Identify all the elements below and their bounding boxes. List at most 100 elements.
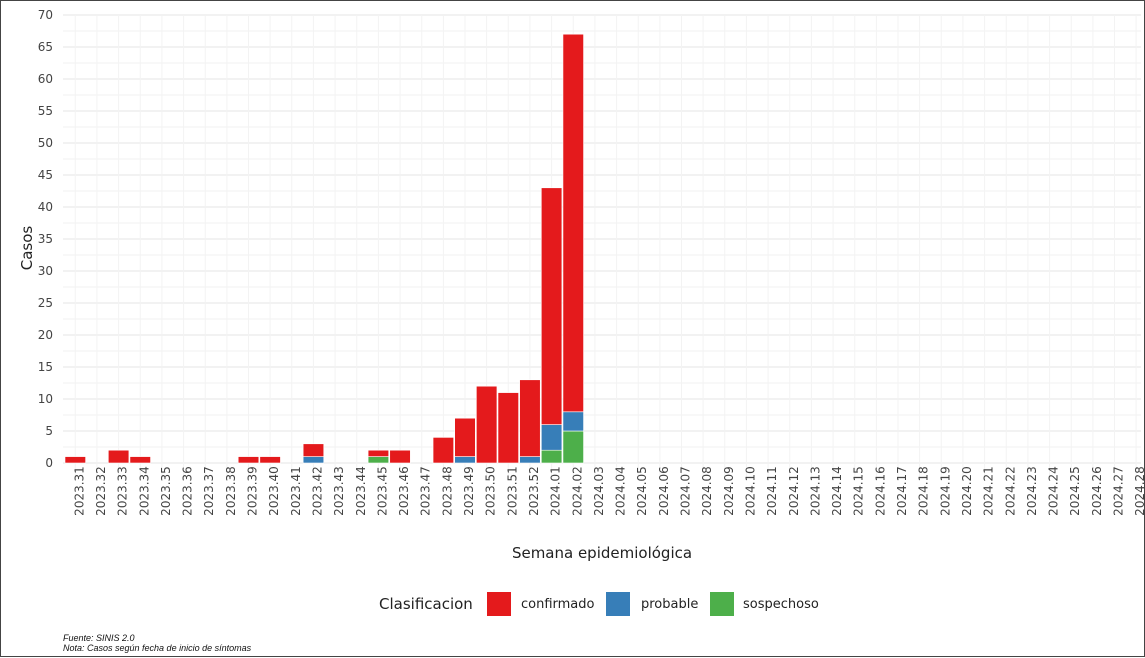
x-tick-label: 2024.13 — [808, 466, 822, 516]
x-tick-label: 2023.31 — [72, 466, 86, 516]
x-tick-label: 2024.10 — [743, 466, 757, 516]
x-tick-label: 2024.22 — [1003, 466, 1017, 516]
source-footnote: Fuente: SINIS 2.0 — [63, 633, 135, 643]
bar-confirmado — [129, 456, 151, 464]
y-tick-label: 10 — [38, 392, 53, 406]
legend-label-sospechoso: sospechoso — [743, 597, 819, 612]
x-tick-label: 2023.47 — [419, 466, 433, 516]
legend-swatch-sospechoso — [710, 592, 734, 616]
bar-sospechoso — [367, 456, 390, 464]
bar-probable — [454, 456, 476, 464]
bar-confirmado — [64, 456, 86, 464]
x-tick-label: 2024.14 — [830, 466, 844, 516]
bar-confirmado — [562, 33, 584, 413]
y-tick-label: 65 — [38, 40, 53, 54]
bars — [64, 33, 584, 464]
x-tick-label: 2023.39 — [246, 466, 260, 516]
x-tick-label: 2023.32 — [94, 466, 108, 516]
x-tick-label: 2024.25 — [1068, 466, 1082, 516]
x-tick-label: 2023.36 — [181, 466, 195, 516]
y-tick-label: 55 — [38, 104, 53, 118]
x-tick-label: 2023.46 — [397, 466, 411, 516]
x-tick-label: 2024.17 — [895, 466, 909, 516]
bar-probable — [540, 424, 563, 451]
x-axis-title: Semana epidemiológica — [512, 544, 692, 562]
x-tick-label: 2024.12 — [787, 466, 801, 516]
x-tick-label: 2024.11 — [765, 466, 779, 516]
y-tick-label: 30 — [38, 264, 53, 278]
x-tick-label: 2024.03 — [592, 466, 606, 516]
bar-confirmado — [108, 449, 130, 464]
bar-confirmado — [389, 449, 411, 464]
x-tick-label: 2024.08 — [700, 466, 714, 516]
x-tick-label: 2023.38 — [224, 466, 238, 516]
y-tick-label: 15 — [38, 360, 53, 374]
x-tick-label: 2023.42 — [310, 466, 324, 516]
y-tick-label: 60 — [38, 72, 53, 86]
legend-swatch-confirmado — [487, 592, 511, 616]
bar-probable — [519, 456, 541, 464]
x-tick-label: 2024.16 — [873, 466, 887, 516]
bar-confirmado — [367, 449, 390, 457]
legend-title: Clasificacion — [379, 595, 473, 613]
x-tick-label: 2024.28 — [1133, 466, 1145, 516]
bar-confirmado — [237, 456, 260, 464]
x-tick-label: 2024.19 — [938, 466, 952, 516]
x-tick-label: 2023.52 — [527, 466, 541, 516]
x-tick-label: 2024.01 — [549, 466, 563, 516]
y-tick-label: 50 — [38, 136, 53, 150]
x-tick-label: 2024.05 — [635, 466, 649, 516]
x-tick-label: 2024.24 — [1047, 466, 1061, 516]
x-tick-label: 2023.44 — [354, 466, 368, 516]
bar-confirmado — [540, 187, 563, 425]
x-tick-label: 2024.06 — [657, 466, 671, 516]
x-tick-label: 2023.35 — [159, 466, 173, 516]
x-tick-label: 2024.18 — [917, 466, 931, 516]
legend: Clasificacion confirmado probable sospechos… — [379, 592, 819, 616]
x-tick-label: 2023.43 — [332, 466, 346, 516]
x-tick-label: 2023.50 — [484, 466, 498, 516]
y-tick-label: 25 — [38, 296, 53, 310]
x-tick-label: 2023.37 — [202, 466, 216, 516]
x-tick-label: 2024.02 — [570, 466, 584, 516]
legend-swatch-probable — [606, 592, 630, 616]
bar-confirmado — [432, 437, 454, 464]
x-tick-label: 2023.34 — [137, 466, 151, 516]
x-tick-label: 2024.07 — [679, 466, 693, 516]
y-tick-label: 40 — [38, 200, 53, 214]
note-footnote: Nota: Casos según fecha de inicio de sín… — [63, 643, 252, 653]
bar-confirmado — [497, 392, 519, 464]
x-tick-label: 2023.51 — [505, 466, 519, 516]
x-tick-label: 2024.21 — [982, 466, 996, 516]
bar-confirmado — [302, 443, 325, 457]
bar-probable — [302, 456, 325, 464]
y-tick-label: 70 — [38, 8, 53, 22]
legend-label-probable: probable — [641, 597, 698, 612]
y-tick-label: 20 — [38, 328, 53, 342]
x-tick-label: 2023.49 — [462, 466, 476, 516]
x-tick-label: 2024.20 — [960, 466, 974, 516]
y-axis-title: Casos — [18, 226, 36, 271]
y-tick-labels: 0 5 10 15 20 25 30 35 40 45 50 55 60 65 70 — [38, 8, 53, 470]
x-tick-label: 2023.33 — [116, 466, 130, 516]
bar-confirmado — [259, 456, 281, 464]
y-tick-label: 45 — [38, 168, 53, 182]
bar-confirmado — [454, 417, 476, 457]
bar-sospechoso — [540, 449, 563, 464]
x-tick-labels: 2023.31 2023.32 2023.33 2023.34 2023.35 2023.… — [72, 466, 1145, 516]
y-tick-label: 0 — [45, 456, 53, 470]
x-tick-label: 2023.48 — [440, 466, 454, 516]
bar-probable — [562, 411, 584, 432]
x-tick-label: 2024.23 — [1025, 466, 1039, 516]
x-tick-label: 2024.27 — [1112, 466, 1126, 516]
bar-confirmado — [476, 385, 498, 464]
y-tick-label: 35 — [38, 232, 53, 246]
x-tick-label: 2024.15 — [852, 466, 866, 516]
bar-sospechoso — [562, 430, 584, 464]
grid-lines — [63, 14, 1141, 479]
x-tick-label: 2023.40 — [267, 466, 281, 516]
bar-confirmado — [519, 379, 541, 457]
x-tick-label: 2024.26 — [1090, 466, 1104, 516]
